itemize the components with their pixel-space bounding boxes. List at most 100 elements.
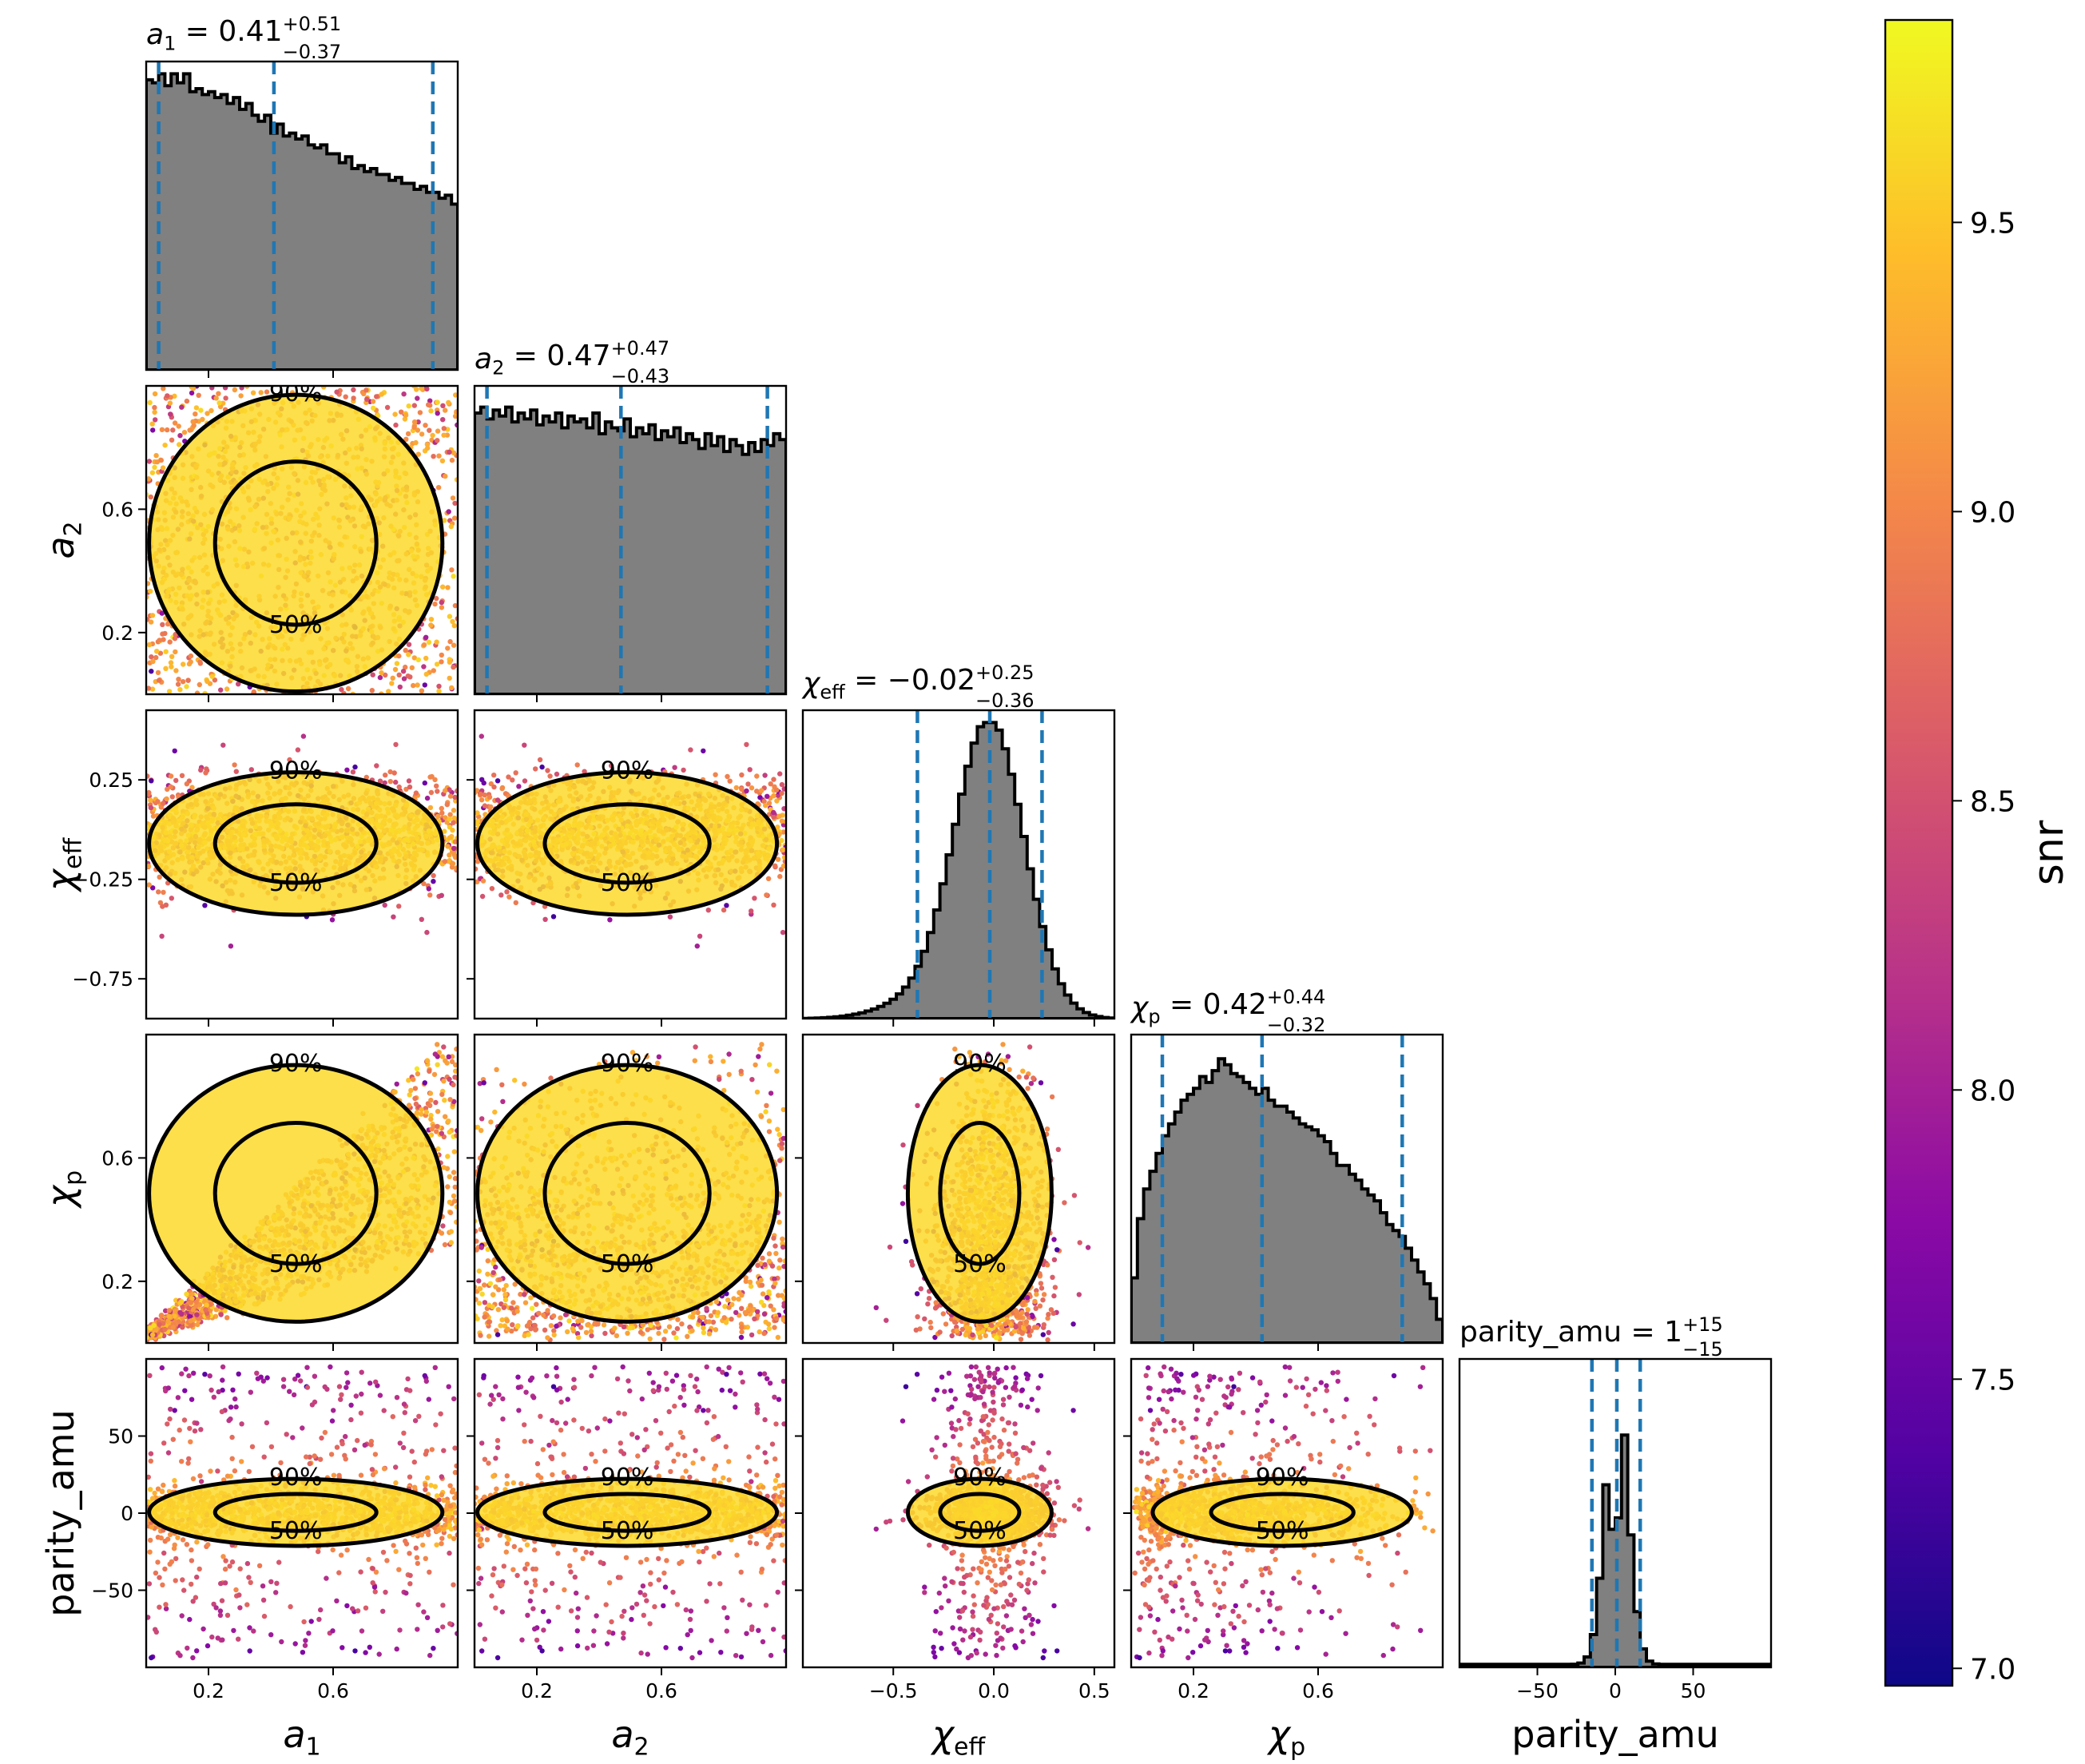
scatter-point [150, 658, 156, 665]
scatter-point [228, 944, 234, 949]
scatter-point [411, 682, 416, 689]
scatter-point [537, 757, 543, 763]
scatter-point [419, 1111, 424, 1117]
scatter-point [424, 386, 430, 392]
scatter-point [180, 679, 186, 685]
contour-90 [475, 770, 780, 917]
panel-chi_eff-a2: 90%50% [467, 709, 788, 1027]
scatter-point [165, 393, 170, 399]
scatter-point [439, 659, 444, 665]
scatter-point [768, 781, 773, 787]
scatter-point [431, 879, 436, 884]
contour-50 [542, 802, 712, 885]
scatter-point [764, 793, 770, 799]
scatter-point [441, 1044, 447, 1050]
scatter-point [479, 893, 486, 900]
contour-label-90: 90% [269, 757, 323, 785]
scatter-point [189, 386, 195, 390]
scatter-point [168, 784, 173, 789]
scatter-point [426, 639, 432, 646]
scatter-point [609, 763, 614, 769]
scatter-point [475, 859, 481, 864]
scatter-point [427, 774, 433, 780]
scatter-point [451, 642, 457, 648]
scatter-point [329, 917, 336, 923]
scatter-point [421, 664, 427, 669]
scatter-point [411, 403, 417, 408]
scatter-point [173, 649, 178, 655]
scatter-point [295, 747, 301, 753]
scatter-point [446, 509, 451, 514]
scatter-point [499, 785, 505, 792]
scatter-point [401, 676, 407, 681]
contour-90 [147, 392, 445, 694]
scatter-point [453, 1068, 458, 1074]
scatter-point [409, 665, 415, 670]
scatter-point [607, 917, 613, 923]
scatter-point [447, 614, 453, 619]
scatter-point [488, 804, 494, 810]
scatter-point [451, 515, 458, 521]
scatter-point [161, 889, 166, 896]
scatter-point [405, 431, 411, 437]
scatter-point [414, 1066, 420, 1072]
scatter-point [188, 659, 193, 665]
scatter-point [157, 874, 162, 880]
scatter-point [344, 767, 350, 773]
scatter-point [406, 403, 411, 409]
scatter-point [681, 767, 686, 773]
scatter-point [415, 1071, 421, 1077]
scatter-point [411, 419, 418, 425]
scatter-point [424, 795, 431, 801]
scatter-point [449, 457, 455, 463]
scatter-point [149, 421, 155, 427]
panel-chi_eff-a1: 90%50%0.25−0.25−0.75 [72, 709, 459, 1027]
panel-a1-a1: a1 = 0.41+0.51−0.37 [145, 13, 459, 378]
scatter-point [146, 882, 152, 888]
histogram-outline-a1 [146, 72, 458, 370]
scatter-point [436, 683, 442, 689]
scatter-point [146, 864, 152, 869]
scatter-point [419, 916, 424, 923]
scatter-point [522, 742, 527, 748]
scatter-point [220, 742, 226, 748]
scatter-point [179, 404, 185, 410]
scatter-point [370, 399, 376, 404]
scatter-point [452, 602, 458, 609]
scatter-point [428, 622, 434, 628]
scatter-point [780, 863, 786, 869]
scatter-point [149, 686, 156, 692]
scatter-point [189, 785, 195, 790]
scatter-point [435, 485, 442, 491]
scatter-point [771, 809, 776, 816]
scatter-point [744, 788, 749, 794]
scatter-point [399, 409, 404, 415]
scatter-point [434, 1129, 439, 1134]
scatter-point [167, 400, 173, 406]
scatter-point [177, 433, 183, 439]
scatter-point [369, 688, 375, 693]
scatter-point [482, 792, 487, 798]
scatter-point [745, 781, 751, 787]
scatter-point [250, 390, 256, 395]
scatter-point [202, 903, 208, 908]
scatter-point [415, 451, 421, 457]
scatter-point [351, 387, 356, 393]
contour-90 [147, 770, 445, 917]
scatter-point [451, 574, 456, 579]
scatter-point [727, 778, 733, 784]
scatter-point [451, 808, 457, 813]
scatter-point [172, 636, 178, 642]
scatter-point [193, 411, 198, 417]
scatter-point [489, 886, 495, 892]
scatter-point [149, 470, 156, 475]
panel-title-a1: a1 = 0.41+0.51 [146, 13, 341, 55]
scatter-point [428, 617, 435, 622]
scatter-point [445, 844, 451, 849]
scatter-point [506, 774, 511, 780]
scatter-point [428, 1112, 434, 1118]
scatter-point [153, 453, 159, 459]
scatter-point [203, 770, 208, 776]
panel-title-minus-a2: −0.43 [611, 365, 670, 387]
